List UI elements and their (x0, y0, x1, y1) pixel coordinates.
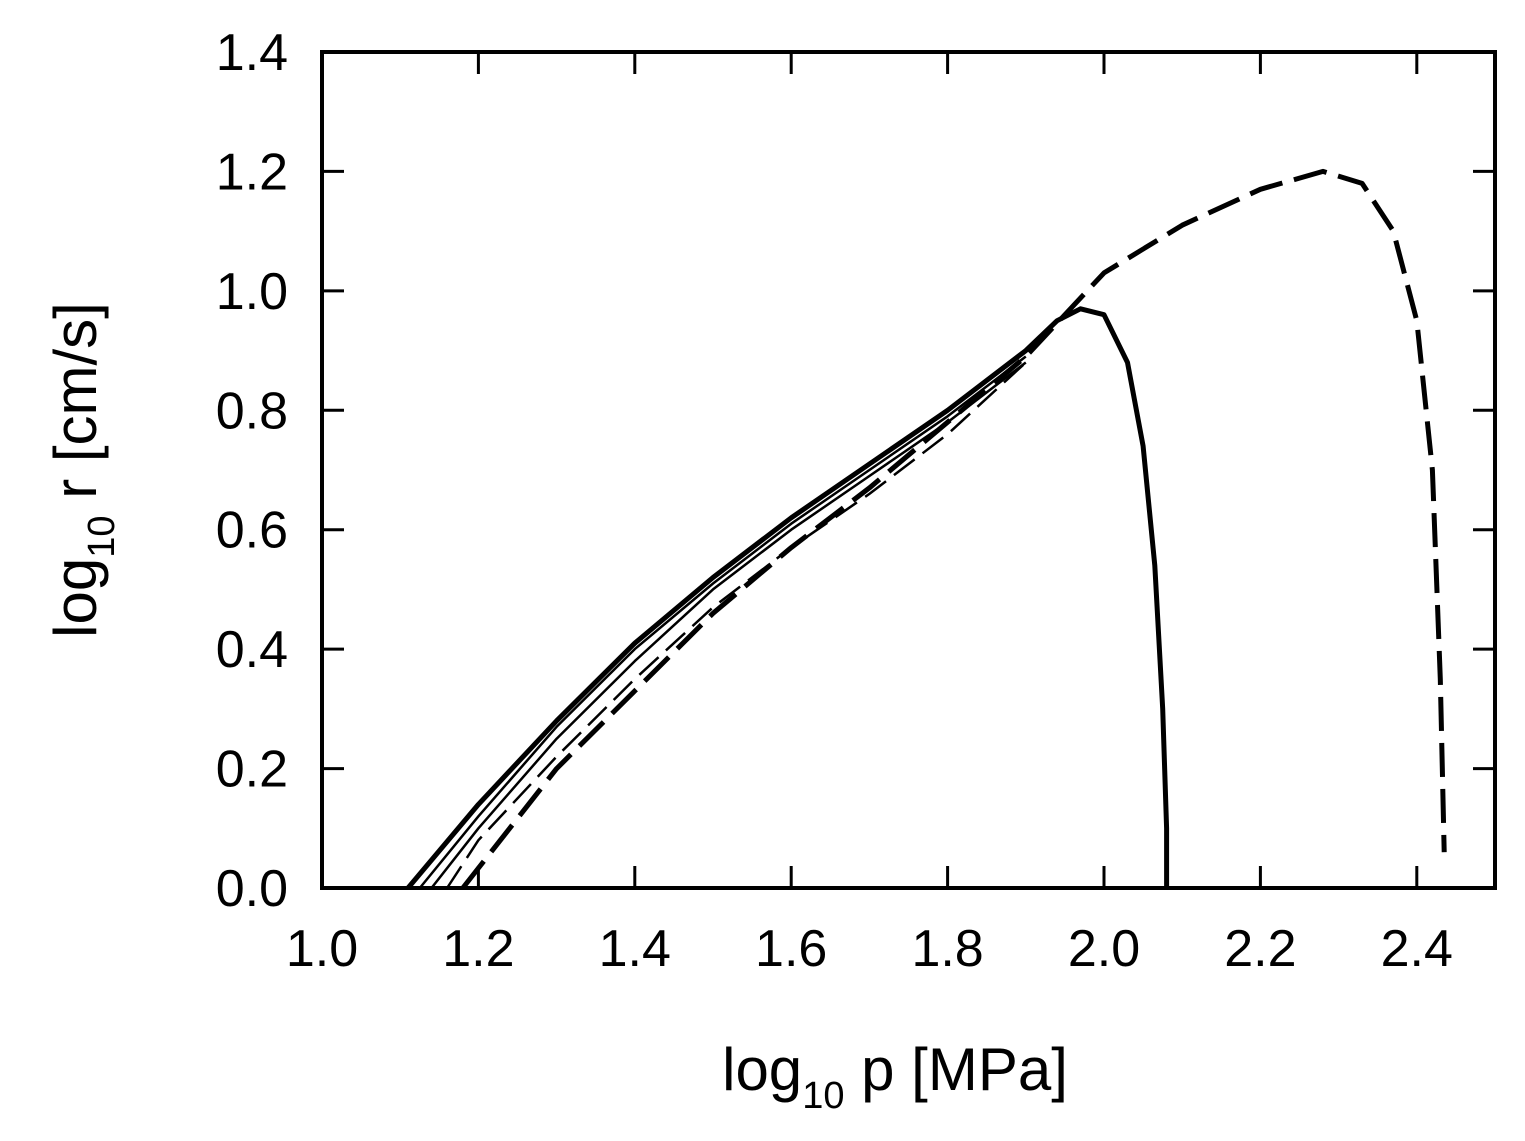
plot-frame (320, 50, 1497, 890)
x-tick-label: 2.4 (1381, 920, 1453, 978)
x-tick-label: 2.2 (1224, 920, 1296, 978)
y-tick-label: 1.0 (216, 263, 288, 321)
x-tick-label: 2.0 (1068, 920, 1140, 978)
y-tick-label: 1.4 (216, 24, 288, 82)
series-line-1 (406, 306, 1170, 890)
x-tick-label: 1.4 (599, 920, 671, 978)
x-tick-label: 1.6 (755, 920, 827, 978)
y-axis-title: log10 r [cm/s] (42, 302, 123, 638)
y-tick-label: 0.8 (216, 382, 288, 440)
series-line-5 (460, 168, 1447, 890)
y-tick-label: 0.4 (216, 621, 288, 679)
y-tick-label: 0.2 (216, 741, 288, 799)
series-line-4 (446, 361, 1027, 889)
y-ticks: 0.0 0.2 0.4 0.6 0.8 1.0 1.2 1.4 (216, 24, 1495, 918)
x-tick-label: 1.2 (442, 920, 514, 978)
series-line-2 (418, 355, 1027, 889)
y-tick-label: 0.0 (216, 860, 288, 918)
x-axis-title: log10 p [MPa] (722, 1036, 1068, 1117)
y-tick-label: 0.6 (216, 502, 288, 560)
x-tick-label: 1.8 (911, 920, 983, 978)
x-ticks: 1.0 1.2 1.4 1.6 1.8 2.0 2.2 2.4 (286, 52, 1453, 978)
y-tick-label: 1.2 (216, 143, 288, 201)
plot-lines (406, 168, 1447, 890)
series-line-3 (430, 361, 1027, 889)
x-tick-label: 1.0 (286, 920, 358, 978)
